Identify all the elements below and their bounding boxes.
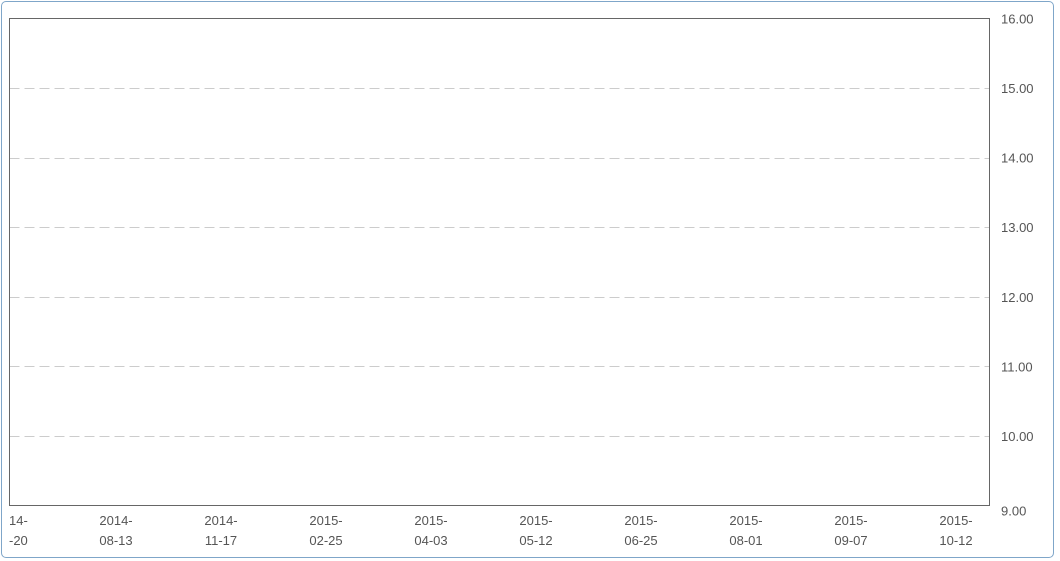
x-tick-label: 2015- 04-03 [414, 513, 447, 548]
x-tick-label-line: 2015- [624, 513, 657, 528]
y-tick-label: 15.00 [1001, 81, 1034, 96]
y-axis: 16.00 15.00 14.00 13.00 12.00 11.00 10.00 9.00 [1001, 12, 1034, 519]
x-axis: 14--202014-08-132014-11-172015-02-252015… [9, 513, 973, 548]
y-tick-label: 16.00 [1001, 12, 1034, 27]
x-tick-label-line: 2014- [204, 513, 237, 528]
x-tick-label-line: 05-12 [519, 533, 552, 548]
x-tick-label: 2014- 11-17 [204, 513, 237, 548]
y-tick-label: 12.00 [1001, 290, 1034, 305]
x-tick-label-line: 14- [9, 513, 28, 528]
x-tick-label-line: 2014- [99, 513, 132, 528]
y-tick-label: 14.00 [1001, 151, 1034, 166]
plot-area [9, 18, 990, 506]
y-tick-label: 13.00 [1001, 220, 1034, 235]
x-tick-label-line: 02-25 [309, 533, 342, 548]
x-tick-label-line: 10-12 [939, 533, 972, 548]
x-tick-label-line: 06-25 [624, 533, 657, 548]
x-tick-label-line: 2015- [939, 513, 972, 528]
x-tick-label-line: -20 [9, 533, 28, 548]
x-tick-label: 2014- 08-13 [99, 513, 132, 548]
x-tick-label: 2015- 08-01 [729, 513, 762, 548]
y-tick-label: 9.00 [1001, 504, 1026, 519]
x-tick-label-line: 2015- [519, 513, 552, 528]
y-tick-label: 10.00 [1001, 429, 1034, 444]
x-tick-label: 2015- 06-25 [624, 513, 657, 548]
x-tick-label-line: 09-07 [834, 533, 867, 548]
x-tick-label-line: 08-13 [99, 533, 132, 548]
x-tick-label-line: 2015- [729, 513, 762, 528]
x-tick-label: 2015- 02-25 [309, 513, 342, 548]
x-tick-label-line: 2015- [834, 513, 867, 528]
x-tick-label-line: 04-03 [414, 533, 447, 548]
x-tick-label: 2015- 05-12 [519, 513, 552, 548]
x-tick-label-line: 2015- [414, 513, 447, 528]
x-tick-label: 2015- 10-12 [939, 513, 972, 548]
x-tick-label: 14--20 [9, 513, 28, 548]
x-tick-label: 2015- 09-07 [834, 513, 867, 548]
grid-layer [9, 88, 990, 437]
x-tick-label-line: 11-17 [205, 533, 237, 548]
x-tick-label-line: 2015- [309, 513, 342, 528]
y-tick-label: 11.00 [1001, 359, 1033, 374]
x-tick-label-line: 08-01 [729, 533, 762, 548]
